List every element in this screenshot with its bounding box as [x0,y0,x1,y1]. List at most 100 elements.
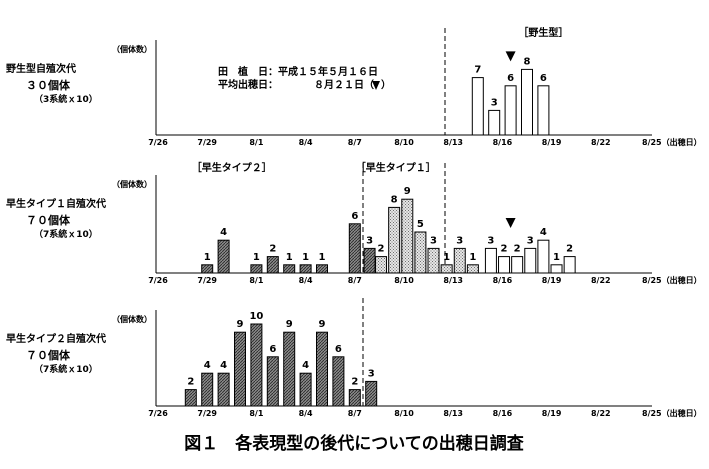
bar-value-label: 5 [417,219,424,230]
bar [217,239,230,274]
chart-panel-2: （個体数） 早生タイプ１自殖次代 ７０個体（7系統ｘ10） 7/26 7/29 8/1 8/… [6,161,702,285]
bar-value-label: 1 [302,252,309,263]
bar [348,223,361,274]
bar [550,264,563,274]
bar-value-label: 3 [491,97,498,108]
bar-value-label: 3 [487,235,494,246]
bar-value-label: 3 [456,235,463,246]
row-label-2: ３０個体 [26,78,71,92]
x-tick-label: 7/26 [148,138,168,147]
unit-label: （個体数） [112,179,152,189]
bar-value-label: 8 [391,194,398,205]
row-label-3: （7系統ｘ10） [34,228,98,240]
row-label-1: 野生型自殖次代 [6,62,76,75]
group-label: ［野生型］ [518,26,568,39]
x-tick-label: 7/26 [148,409,168,418]
bar-value-label: 4 [204,360,211,371]
planting-date-label: 田 植 日：平成１５年５月１６日 [218,65,378,78]
bar-value-label: 6 [351,211,358,222]
x-tick-label: 8/13 [443,138,463,147]
x-tick-label: 8/7 [348,276,362,285]
bar [348,389,361,407]
mean-heading-marker-icon [372,81,380,90]
bar [250,323,263,407]
bar [488,109,501,136]
bar [375,256,388,274]
bar [511,256,524,274]
bar-value-label: 9 [286,319,293,330]
bar [427,247,440,274]
bar-value-label: 1 [204,252,211,263]
bar [316,331,328,407]
bar [217,372,230,407]
bar-value-label: 1 [469,252,476,263]
row-label-1: 早生タイプ１自殖次代 [6,197,106,210]
bar-value-label: 6 [335,344,342,355]
bar [466,264,479,274]
bar-value-label: 2 [351,377,358,388]
bar [440,264,453,274]
bar-value-label: 2 [187,377,194,388]
bar [266,356,279,407]
bar [537,239,550,274]
bar-value-label: 4 [302,360,309,371]
bar [266,256,279,274]
x-tick-label: 8/4 [299,138,313,147]
bar-value-label: 7 [474,65,481,76]
bar-value-label: 1 [253,252,260,263]
chart-panel-3: （個体数） 早生タイプ２自殖次代 ７０個体（7系統ｘ10） 7/26 7/29 8/1 8/… [6,298,702,418]
bar [283,331,296,407]
bar-value-label: 8 [524,56,531,67]
bar [365,380,378,407]
bar-value-label: 1 [286,252,293,263]
x-tick-label: 8/25（出穂日） [642,408,702,418]
bar-value-label: 2 [566,244,573,255]
x-tick-label: 8/13 [443,409,463,418]
x-tick-label: 8/4 [299,276,313,285]
unit-label: （個体数） [112,314,152,324]
bar [184,389,197,407]
bar [504,85,517,136]
bar [484,247,497,274]
bar-value-label: 2 [514,244,521,255]
bar [299,372,312,407]
x-tick-label: 8/19 [542,138,562,147]
bar [498,256,511,274]
bar [471,77,484,136]
x-tick-label: 8/4 [299,409,313,418]
mean-heading-close: ） [381,78,391,91]
bar-value-label: 1 [319,252,326,263]
x-tick-label: 8/10 [394,409,414,418]
bar-value-label: 9 [237,319,244,330]
bar [524,247,537,274]
x-tick-label: 8/16 [493,409,513,418]
x-tick-label: 8/1 [249,276,263,285]
bar-value-label: 6 [269,344,276,355]
bar [332,356,345,407]
bar [299,264,312,274]
unit-label: （個体数） [112,44,152,54]
bar-value-label: 6 [540,73,547,84]
bar [563,256,576,274]
bar-value-label: 3 [527,235,534,246]
bar [363,247,376,274]
bar [401,198,414,274]
x-tick-label: 7/29 [197,276,217,285]
x-tick-label: 8/7 [348,138,362,147]
bar-value-label: 4 [540,227,547,238]
x-tick-label: 8/22 [591,276,611,285]
bar [234,331,246,407]
figure-caption: 図１ 各表現型の後代についての出穂日調査 [184,433,524,454]
row-label-1: 早生タイプ２自殖次代 [6,332,106,345]
x-tick-label: 8/10 [394,138,414,147]
bar-value-label: 3 [430,235,437,246]
bar [201,264,214,274]
bar-value-label: 9 [319,319,326,330]
bar [283,264,296,274]
mean-heading-label: 平均出穂日： [218,78,278,91]
x-tick-label: 7/29 [197,138,217,147]
bar [537,85,550,136]
mean-marker-icon [505,218,516,228]
row-label-3: （7系統ｘ10） [34,363,98,375]
